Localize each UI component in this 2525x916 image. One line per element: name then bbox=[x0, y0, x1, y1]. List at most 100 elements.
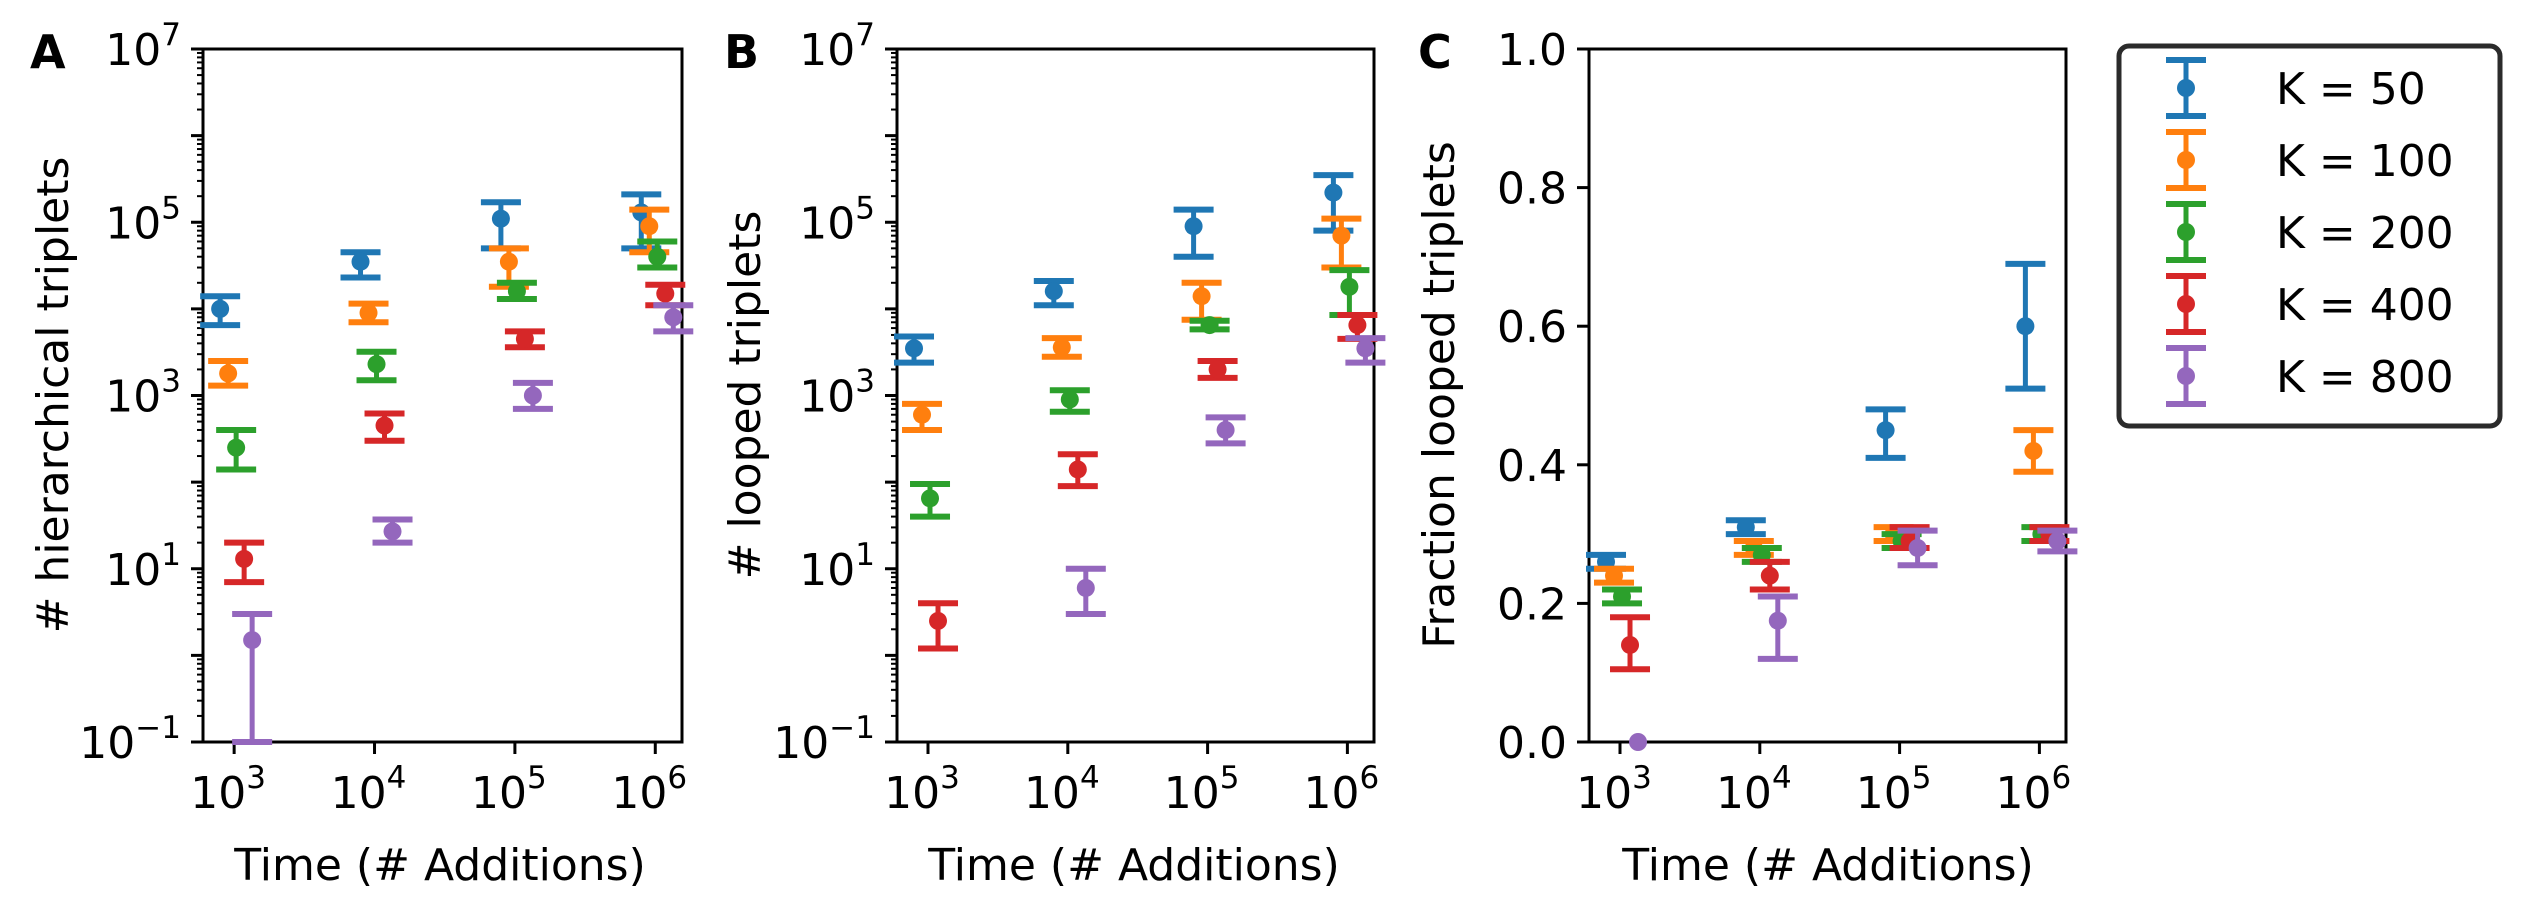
legend-label-k800: K = 800 bbox=[2276, 352, 2454, 403]
data-point bbox=[656, 284, 675, 303]
panel-label-c: C bbox=[1418, 25, 1452, 79]
legend-label-k400: K = 400 bbox=[2276, 280, 2454, 331]
y-tick-label: 103 bbox=[105, 364, 181, 423]
y-tick-label: 0.2 bbox=[1497, 579, 1567, 630]
data-point bbox=[1052, 338, 1071, 357]
data-point bbox=[929, 611, 948, 630]
data-point bbox=[2048, 532, 2067, 551]
data-point bbox=[1613, 587, 1632, 606]
data-point bbox=[664, 308, 683, 327]
legend-label-k200: K = 200 bbox=[2276, 208, 2454, 259]
x-axis-label-c: Time (# Additions) bbox=[1621, 840, 2033, 891]
series-k-200 bbox=[216, 238, 678, 473]
y-tick-label: 105 bbox=[799, 190, 875, 249]
x-tick-label: 103 bbox=[884, 760, 960, 819]
y-axis-label-b: # looped triplets bbox=[720, 211, 771, 580]
series-k-800 bbox=[1065, 335, 1386, 618]
data-point bbox=[1605, 566, 1624, 585]
x-axis-label-b: Time (# Additions) bbox=[927, 840, 1339, 891]
series-k-100 bbox=[902, 215, 1362, 433]
x-tick-label: 104 bbox=[1024, 760, 1100, 819]
legend-marker bbox=[2177, 79, 2195, 97]
series-k-400 bbox=[918, 311, 1378, 652]
series-k-200 bbox=[910, 267, 1370, 520]
series-k-800 bbox=[232, 302, 694, 745]
panel-label-a: A bbox=[30, 25, 66, 79]
y-tick-label: 0.6 bbox=[1497, 302, 1567, 353]
data-point bbox=[491, 209, 510, 228]
y-tick-label: 1.0 bbox=[1497, 25, 1567, 76]
x-tick-label: 105 bbox=[1164, 760, 1240, 819]
data-point bbox=[1629, 733, 1648, 751]
data-point bbox=[1908, 538, 1927, 557]
plot-frame bbox=[201, 47, 684, 744]
data-point bbox=[1356, 339, 1375, 358]
data-point bbox=[499, 252, 518, 271]
x-axis-label-a: Time (# Additions) bbox=[233, 840, 645, 891]
x-tick-label: 104 bbox=[1716, 760, 1792, 819]
data-point bbox=[1200, 316, 1219, 335]
data-point bbox=[1340, 277, 1359, 296]
data-point bbox=[913, 405, 932, 424]
y-tick-label: 0.4 bbox=[1497, 441, 1567, 492]
y-axis-label-a: # hierarchical triplets bbox=[28, 157, 79, 634]
data-point bbox=[351, 252, 370, 271]
data-point bbox=[1076, 578, 1095, 597]
plot-frame bbox=[1587, 47, 2068, 744]
x-tick-label: 105 bbox=[471, 760, 547, 819]
series-k-100 bbox=[208, 206, 670, 389]
data-point bbox=[235, 549, 254, 568]
y-tick-label: 107 bbox=[799, 17, 875, 76]
panel-label-b: B bbox=[724, 25, 759, 79]
panel-c: C Time (# Additions) Fraction looped tri… bbox=[1414, 25, 2078, 891]
series-k-200 bbox=[1602, 524, 2062, 607]
y-tick-label: 0.0 bbox=[1497, 718, 1567, 769]
y-tick-label: 105 bbox=[105, 190, 181, 249]
legend-label-k50: K = 50 bbox=[2276, 64, 2426, 115]
x-tick-label: 105 bbox=[1856, 760, 1932, 819]
data-point bbox=[359, 303, 378, 322]
legend-frame bbox=[2116, 43, 2503, 429]
x-tick-label: 106 bbox=[1304, 760, 1380, 819]
plot-frame bbox=[895, 47, 1376, 744]
data-point bbox=[648, 247, 667, 266]
data-point bbox=[1876, 421, 1895, 440]
x-tick-label: 106 bbox=[611, 760, 687, 819]
data-point bbox=[640, 217, 659, 236]
data-point bbox=[375, 416, 394, 435]
data-point bbox=[211, 299, 230, 318]
series-k-50 bbox=[200, 191, 662, 329]
data-point bbox=[1068, 460, 1087, 479]
data-point bbox=[1348, 316, 1367, 335]
data-point bbox=[523, 386, 542, 405]
series-k-400 bbox=[1610, 524, 2070, 673]
data-point bbox=[1324, 183, 1343, 202]
data-point bbox=[515, 329, 534, 348]
data-point bbox=[1768, 611, 1787, 630]
y-tick-label: 107 bbox=[105, 17, 181, 76]
legend-marker bbox=[2177, 223, 2195, 241]
legend: K = 50 K = 100 K = 200 K = 400 K = 800 bbox=[2116, 43, 2503, 429]
data-point bbox=[1216, 420, 1235, 439]
data-point bbox=[1332, 226, 1351, 245]
y-axis-label-c: Fraction looped triplets bbox=[1414, 141, 1465, 649]
legend-marker bbox=[2177, 367, 2195, 385]
x-tick-label: 103 bbox=[190, 760, 266, 819]
data-point bbox=[383, 522, 402, 541]
data-point bbox=[243, 631, 262, 650]
series-k-100 bbox=[1594, 427, 2054, 586]
data-point bbox=[227, 438, 246, 457]
panel-a: A Time (# Additions) # hierarchical trip… bbox=[28, 17, 694, 891]
data-point bbox=[1760, 566, 1779, 585]
data-point bbox=[1184, 217, 1203, 236]
y-tick-label: 10−1 bbox=[773, 710, 875, 769]
data-point bbox=[1192, 287, 1211, 306]
data-point bbox=[2016, 317, 2035, 336]
x-tick-label: 104 bbox=[331, 760, 407, 819]
y-tick-label: 101 bbox=[799, 537, 875, 596]
x-tick-label: 103 bbox=[1576, 760, 1652, 819]
data-point bbox=[507, 282, 526, 301]
data-point bbox=[921, 489, 940, 508]
legend-marker bbox=[2177, 151, 2195, 169]
